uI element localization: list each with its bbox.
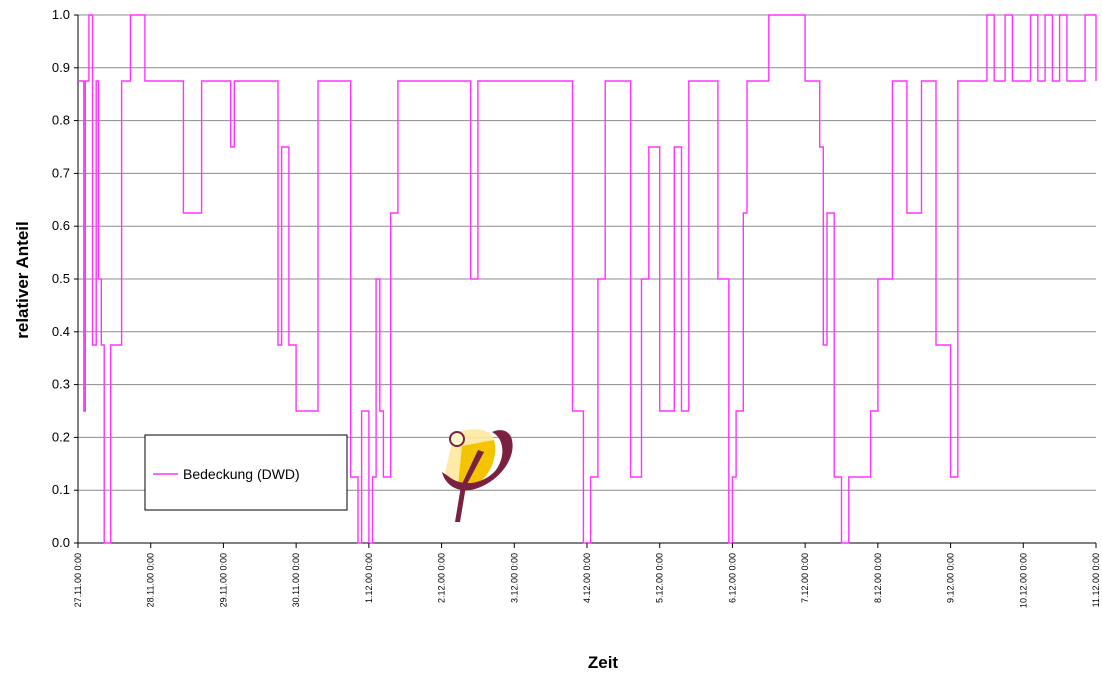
y-tick-label: 0.2 — [52, 429, 70, 444]
legend-entry: Bedeckung (DWD) — [183, 466, 300, 482]
x-tick-label: 28.11.00 0:00 — [146, 553, 156, 607]
legend: Bedeckung (DWD) — [144, 434, 348, 511]
y-tick-label: 0.1 — [52, 482, 70, 497]
y-tick-label: 0.5 — [52, 271, 70, 286]
y-axis-title: relativer Anteil — [13, 221, 32, 338]
phi-logo — [442, 429, 513, 522]
y-tick-label: 0.7 — [52, 165, 70, 180]
y-tick-labels: 0.0 0.1 0.2 0.3 0.4 0.5 0.6 0.7 0.8 0.9 1.0 — [52, 7, 78, 550]
y-tick-label: 0.9 — [52, 60, 70, 75]
x-tick-label: 2.12.00 0:00 — [437, 553, 447, 603]
x-tick-label: 30.11.00 0:00 — [291, 553, 301, 607]
legend-box — [144, 434, 348, 511]
x-tick-label: 29.11.00 0:00 — [218, 553, 228, 607]
y-tick-label: 0.3 — [52, 377, 70, 392]
x-tick-label: 11.12.00 0:00 — [1091, 553, 1101, 607]
x-tick-label: 6.12.00 0:00 — [727, 553, 737, 603]
x-tick-label: 5.12.00 0:00 — [655, 553, 665, 603]
y-tick-label: 0.4 — [52, 324, 70, 339]
x-tick-label: 27.11.00 0:00 — [73, 553, 83, 607]
x-tick-label: 9.12.00 0:00 — [946, 553, 956, 603]
series-line — [78, 14, 1097, 544]
x-tick-label: 7.12.00 0:00 — [800, 553, 810, 603]
x-tick-label: 1.12.00 0:00 — [364, 553, 374, 603]
x-tick-label: 10.12.00 0:00 — [1018, 553, 1028, 608]
x-tick-label: 3.12.00 0:00 — [509, 553, 519, 603]
x-axis-title: Zeit — [588, 653, 619, 672]
y-tick-label: 0.0 — [52, 535, 70, 550]
x-tick-label: 8.12.00 0:00 — [873, 553, 883, 603]
x-tick-labels: 27.11.00 0:00 28.11.00 0:00 29.11.00 0:00 3… — [73, 543, 1101, 608]
series-layer — [78, 14, 1097, 544]
x-tick-label: 4.12.00 0:00 — [582, 553, 592, 603]
y-tick-label: 0.6 — [52, 218, 70, 233]
y-tick-label: 0.8 — [52, 113, 70, 128]
y-tick-label: 1.0 — [52, 7, 70, 22]
